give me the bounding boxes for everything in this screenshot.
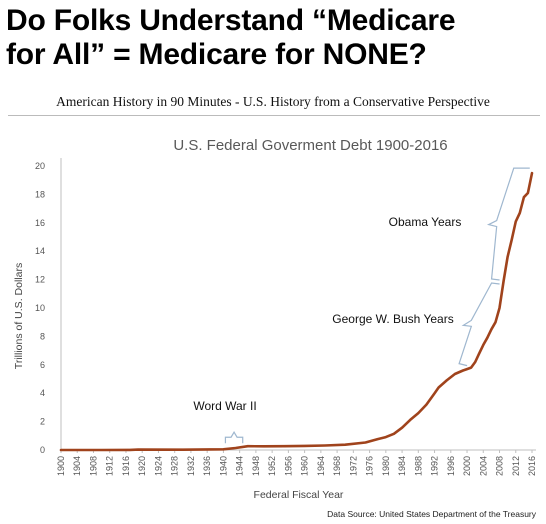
x-tick-label: 1900 bbox=[56, 456, 66, 476]
y-tick-label: 14 bbox=[35, 246, 45, 256]
y-tick-label: 20 bbox=[35, 161, 45, 171]
x-tick-label: 1960 bbox=[300, 456, 310, 476]
debt-chart: U.S. Federal Goverment Debt 1900-2016 0 2 4… bbox=[13, 137, 537, 519]
x-axis-title: Federal Fiscal Year bbox=[254, 489, 344, 501]
x-tick-label: 2004 bbox=[478, 456, 488, 476]
x-tick-label: 1912 bbox=[105, 456, 115, 476]
y-tick-label: 18 bbox=[35, 189, 45, 199]
x-tick-label: 1908 bbox=[88, 456, 98, 476]
x-tick-label: 1928 bbox=[170, 456, 180, 476]
headline-line-2: for All” = Medicare for NONE? bbox=[6, 38, 427, 71]
x-tick-label: 1924 bbox=[153, 456, 163, 476]
x-tick-label: 1944 bbox=[235, 456, 245, 476]
x-tick-label: 1936 bbox=[202, 456, 212, 476]
x-tick-label: 1992 bbox=[430, 456, 440, 476]
y-tick-label: 10 bbox=[35, 303, 45, 313]
y-tick-label: 0 bbox=[40, 445, 45, 455]
x-tick-label: 1972 bbox=[348, 456, 358, 476]
x-tick-label: 1940 bbox=[218, 456, 228, 476]
x-tick-label: 1980 bbox=[381, 456, 391, 476]
y-axis-title: Trillions of U.S. Dollars bbox=[13, 263, 25, 369]
divider bbox=[8, 115, 540, 116]
x-tick-label: 1932 bbox=[186, 456, 196, 476]
x-tick-label: 2008 bbox=[495, 456, 505, 476]
bush-label: George W. Bush Years bbox=[332, 312, 453, 326]
obama-brace bbox=[486, 167, 530, 281]
chart-title: U.S. Federal Goverment Debt 1900-2016 bbox=[173, 137, 447, 154]
y-tick-label: 16 bbox=[35, 218, 45, 228]
x-tick-label: 1968 bbox=[332, 456, 342, 476]
headline-line-1: Do Folks Understand “Medicare bbox=[6, 4, 456, 37]
x-tick-label: 2016 bbox=[527, 456, 537, 476]
data-source-note: Data Source: United States Department of… bbox=[327, 509, 537, 519]
x-tick-label: 1916 bbox=[121, 456, 131, 476]
y-tick-label: 6 bbox=[40, 360, 45, 370]
x-tick-label: 1996 bbox=[446, 456, 456, 476]
x-tick-label: 1976 bbox=[365, 456, 375, 476]
x-tick-label: 1920 bbox=[137, 456, 147, 476]
x-tick-label: 1948 bbox=[251, 456, 261, 476]
debt-series-line bbox=[59, 171, 534, 452]
x-tick-label: 1964 bbox=[316, 456, 326, 476]
x-tick-label: 1988 bbox=[413, 456, 423, 476]
x-tick-label: 1984 bbox=[397, 456, 407, 476]
y-tick-label: 12 bbox=[35, 275, 45, 285]
subtitle: American History in 90 Minutes - U.S. Hi… bbox=[56, 94, 490, 109]
x-tick-label: 2012 bbox=[511, 456, 521, 476]
y-tick-label: 2 bbox=[40, 417, 45, 427]
headline: Do Folks Understand “Medicare for All” =… bbox=[6, 4, 546, 72]
x-tick-label: 2000 bbox=[462, 456, 472, 476]
y-tick-label: 8 bbox=[40, 331, 45, 341]
bush-brace bbox=[458, 282, 500, 367]
wwii-brace bbox=[224, 431, 244, 444]
obama-label: Obama Years bbox=[389, 215, 462, 229]
x-tick-label: 1956 bbox=[283, 456, 293, 476]
x-tick-label: 1952 bbox=[267, 456, 277, 476]
y-tick-label: 4 bbox=[40, 388, 45, 398]
x-tick-label: 1904 bbox=[72, 456, 82, 476]
wwii-label: Word War II bbox=[193, 399, 256, 413]
